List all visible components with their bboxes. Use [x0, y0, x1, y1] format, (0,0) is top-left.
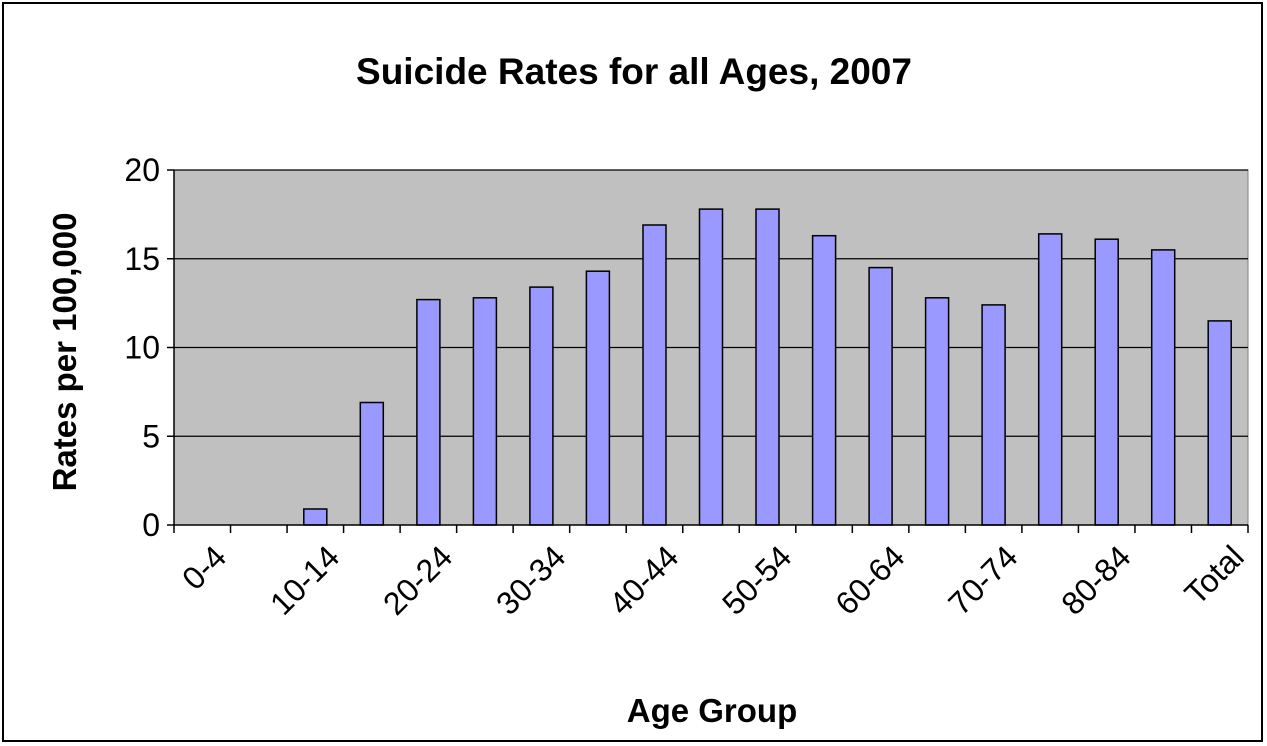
bars: [303, 208, 1232, 526]
x-tick-label: 60-64: [828, 538, 911, 621]
x-tick-label: 30-34: [489, 538, 572, 621]
x-tick-label: 0-4: [175, 538, 233, 596]
axes: [167, 169, 1249, 533]
y-tick-label: 20: [124, 152, 160, 188]
y-tick-label: 0: [142, 507, 160, 543]
bar-15-19: [359, 401, 385, 526]
bar-55-59: [811, 234, 837, 526]
y-tick-label: 15: [124, 241, 160, 277]
bar-25-29: [472, 297, 498, 526]
x-tick-label: 70-74: [941, 538, 1024, 621]
x-tick-label: 40-44: [602, 538, 685, 621]
bar-30-34: [529, 286, 554, 526]
bar-45-49: [698, 208, 724, 526]
bar-75-79: [1037, 233, 1063, 526]
bar-80-84: [1094, 238, 1119, 526]
x-tick-label: 20-24: [376, 538, 459, 621]
bar-Total: [1207, 320, 1232, 526]
bar-40-44: [642, 224, 667, 526]
y-tick-label: 10: [124, 330, 160, 366]
x-axis-title: Age Group: [627, 692, 798, 729]
x-tick-label: 10-14: [263, 538, 346, 621]
y-axis-title: Rates per 100,000: [46, 213, 83, 492]
y-tick-labels: 0 5 10 15 20: [124, 152, 160, 543]
bar-60-64: [868, 266, 893, 526]
bar-10-14: [303, 508, 328, 526]
x-tick-label: 50-54: [715, 538, 798, 621]
y-tick-label: 5: [142, 418, 160, 454]
bar-70-74: [981, 304, 1006, 526]
bar-35-39: [585, 270, 611, 526]
x-tick-labels: 0-4 10-14 20-24 30-34 40-44 50-54 60-64 70-74 80…: [175, 538, 1251, 621]
x-tick-label: 80-84: [1054, 538, 1137, 621]
bar-65-69: [924, 297, 950, 526]
x-tick-label: Total: [1177, 538, 1250, 611]
bar-20-24: [416, 298, 441, 526]
bar-85+: [1150, 249, 1176, 526]
chart-title: Suicide Rates for all Ages, 2007: [356, 51, 912, 92]
bar-50-54: [755, 208, 780, 526]
